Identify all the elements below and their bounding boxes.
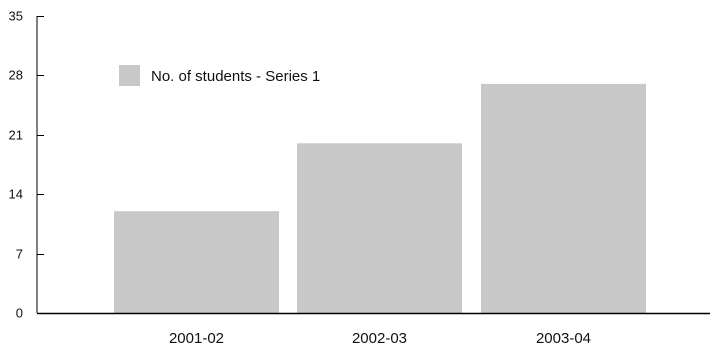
y-tick-label: 7 xyxy=(16,247,23,262)
legend: No. of students - Series 1 xyxy=(119,65,320,86)
y-tick-label: 28 xyxy=(9,68,23,83)
x-tick-label: 2001-02 xyxy=(169,330,224,347)
y-tick-label: 35 xyxy=(9,9,23,24)
bar-2001-02 xyxy=(114,211,279,313)
x-tick-label: 2002-03 xyxy=(352,330,407,347)
bar-2003-04 xyxy=(481,83,646,313)
legend-label: No. of students - Series 1 xyxy=(151,68,320,85)
bars xyxy=(114,83,646,313)
bar-2002-03 xyxy=(297,143,462,313)
y-tick-label: 14 xyxy=(9,187,23,202)
x-axis: 2001-02 2002-03 2003-04 xyxy=(37,312,710,347)
x-tick-label: 2003-04 xyxy=(536,330,591,347)
y-tick-label: 0 xyxy=(16,306,23,321)
y-tick-label: 21 xyxy=(9,128,23,143)
y-axis: 0 7 14 21 28 35 xyxy=(9,9,44,321)
legend-swatch xyxy=(119,65,140,86)
